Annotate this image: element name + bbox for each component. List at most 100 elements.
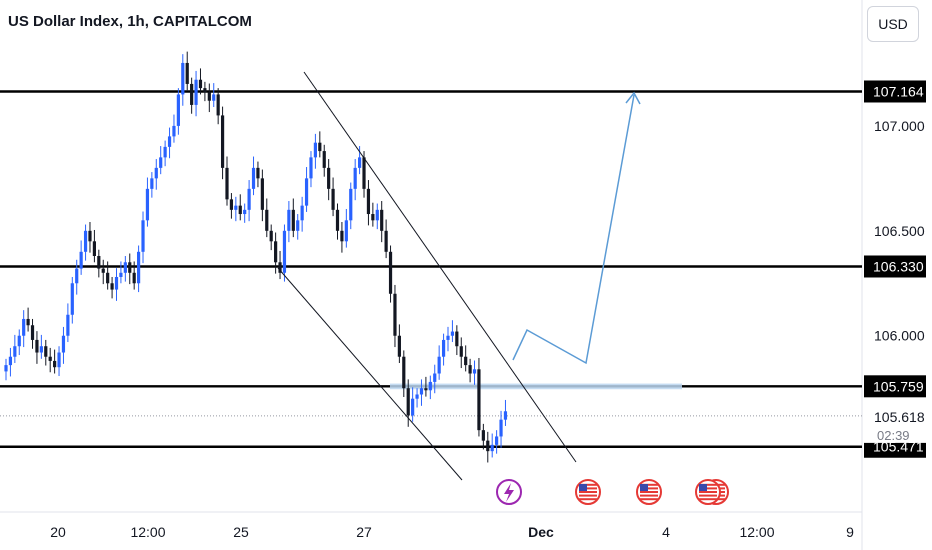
candle-body — [358, 157, 362, 168]
level-price-badge — [864, 80, 926, 103]
y-tick-label: 106.500 — [874, 223, 925, 239]
flag-stripe — [640, 498, 658, 501]
candle-body — [238, 205, 242, 215]
countdown-label: 02:39 — [877, 428, 910, 443]
channel-lower-line — [277, 267, 463, 481]
candle-body — [154, 167, 158, 179]
candle-body — [495, 436, 499, 445]
us-flag-event-icon — [575, 479, 601, 505]
candle-body — [35, 339, 39, 353]
candle-body — [159, 157, 163, 168]
candle-body — [216, 94, 220, 116]
candle-body — [61, 335, 66, 353]
candle-body — [229, 199, 234, 210]
candle-body — [212, 94, 216, 101]
flag-stripe — [579, 498, 597, 501]
projection-path — [512, 94, 635, 365]
candle-body — [464, 356, 468, 366]
candle-body — [53, 360, 57, 368]
candle-body — [39, 346, 43, 353]
candle-body — [411, 398, 415, 416]
channel-upper-line — [303, 71, 577, 463]
level-price-badge — [864, 255, 926, 278]
candle-body — [97, 256, 101, 269]
candle-body — [371, 214, 375, 221]
flag-stripe — [640, 483, 658, 486]
candle-body — [83, 230, 88, 252]
candle-body — [8, 356, 13, 366]
candle-body — [163, 146, 167, 158]
candle-body — [150, 178, 154, 189]
candle-body — [362, 157, 366, 189]
level-price-label: 105.759 — [873, 378, 924, 394]
candle-body — [393, 293, 397, 336]
us-flag-event-icon — [636, 479, 662, 505]
candle-body — [274, 241, 278, 263]
x-tick-label: 25 — [233, 524, 249, 540]
candle-body — [322, 151, 326, 168]
candle-body — [318, 142, 322, 152]
current-price-badge — [864, 402, 926, 443]
flag-canton — [699, 484, 707, 491]
candle-body — [384, 230, 388, 252]
candle-body — [441, 339, 446, 357]
candle-body — [110, 283, 114, 290]
candle-body — [167, 136, 172, 147]
candle-body — [26, 318, 30, 326]
candle-body — [296, 220, 300, 231]
candle-body — [472, 369, 477, 374]
candle-body — [137, 251, 141, 284]
flag-stripe — [579, 491, 597, 493]
candle-body — [344, 220, 348, 242]
candle-body — [243, 209, 247, 215]
x-tick-label: Dec — [528, 524, 554, 540]
x-tick-label: 9 — [846, 524, 854, 540]
candle-body — [48, 356, 52, 361]
candle-body — [433, 373, 437, 382]
candle-body — [450, 331, 455, 336]
candle-body — [380, 209, 384, 231]
current-price-label: 105.618 — [874, 409, 925, 425]
candle-body — [490, 444, 494, 452]
chart-title: US Dollar Index, 1h, CAPITALCOM — [8, 13, 252, 30]
candle-body — [203, 88, 207, 93]
x-tick-label: 4 — [662, 524, 670, 540]
candle-body — [70, 283, 74, 315]
candle-body — [106, 272, 110, 284]
flag-stripe — [640, 494, 658, 497]
candle-body — [269, 230, 273, 242]
x-tick-label: 20 — [50, 524, 66, 540]
candle-body — [415, 394, 419, 399]
candle-body — [278, 262, 282, 273]
candle-body — [304, 178, 309, 206]
candle-body — [499, 419, 503, 437]
candle-body — [437, 356, 441, 374]
flag-stripe — [579, 494, 597, 497]
candle-body — [486, 440, 490, 452]
candle-body — [375, 209, 379, 221]
candle-body — [119, 272, 123, 277]
level-price-label: 106.330 — [873, 258, 924, 274]
candle-body — [132, 272, 136, 284]
candle-body — [503, 411, 508, 420]
candle-body — [220, 115, 225, 168]
candle-body — [309, 157, 313, 179]
flag-stripe — [699, 487, 717, 490]
currency-button[interactable]: USD — [867, 6, 919, 42]
candle-body — [291, 209, 295, 231]
candle-body — [44, 346, 48, 357]
candle-body — [22, 318, 26, 336]
candle-body — [353, 167, 357, 189]
candle-body — [300, 205, 304, 221]
candle-body — [247, 188, 251, 210]
candle-body — [4, 365, 8, 372]
candle-body — [176, 94, 180, 126]
candle-body — [265, 209, 269, 231]
candle-body — [251, 167, 256, 189]
level-price-badge — [864, 375, 926, 398]
lightning-event-icon — [496, 479, 522, 505]
candle-body — [30, 325, 35, 340]
candle-body — [198, 79, 203, 89]
flag-stripe — [640, 487, 658, 490]
